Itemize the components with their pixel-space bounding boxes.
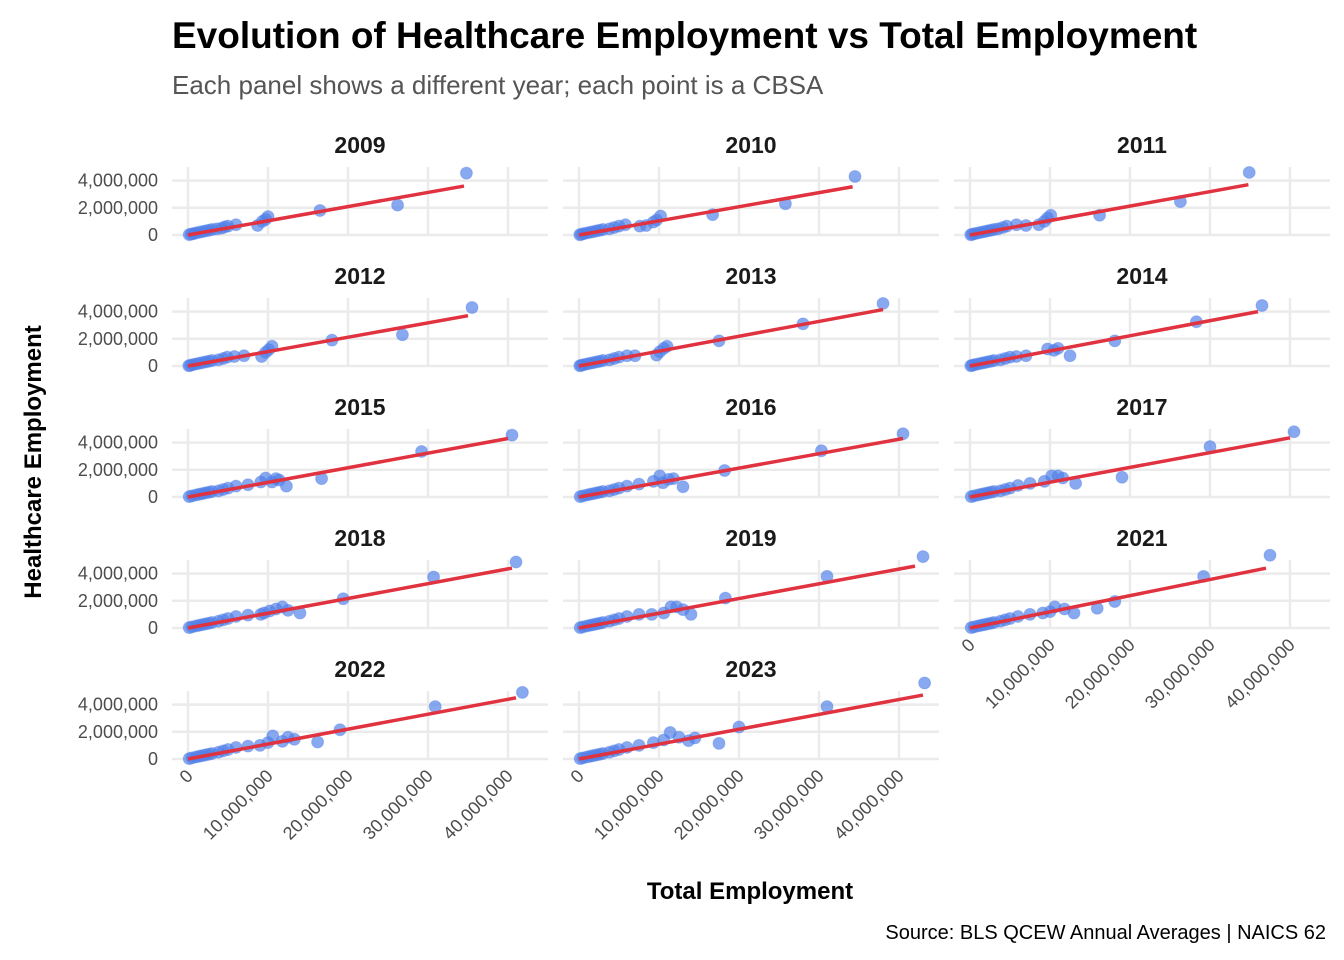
x-tick-label: 20,000,000 <box>279 766 357 844</box>
y-tick-label: 0 <box>148 618 158 638</box>
trend-line <box>187 436 509 499</box>
y-tick-label: 4,000,000 <box>78 564 158 584</box>
y-tick-label: 2,000,000 <box>78 460 158 480</box>
panel-year-label: 2021 <box>1116 525 1167 551</box>
y-tick-label: 2,000,000 <box>78 198 158 218</box>
panel-2012: 2012 0 2,000,000 4,000,000 <box>78 263 548 376</box>
x-tick-label: 40,000,000 <box>439 766 517 844</box>
panel-year-label: 2019 <box>725 525 776 551</box>
trend-line <box>578 184 853 237</box>
trend-line <box>578 693 924 761</box>
x-tick-label: 0 <box>958 635 979 656</box>
cbsa-point <box>1255 298 1269 312</box>
cbsa-point <box>391 198 405 212</box>
x-tick-label: 30,000,000 <box>750 766 828 844</box>
trend-line <box>187 313 469 368</box>
chart-subtitle: Each panel shows a different year; each … <box>172 70 824 100</box>
cbsa-point <box>1242 165 1256 179</box>
trend-line <box>578 436 904 499</box>
y-tick-label: 0 <box>148 356 158 376</box>
panel-2017: 2017 <box>954 394 1330 504</box>
panel-year-label: 2013 <box>725 263 776 289</box>
trend-line <box>187 696 517 761</box>
y-tick-label: 0 <box>148 749 158 769</box>
panel-year-label: 2010 <box>725 132 776 158</box>
y-tick-label: 0 <box>148 225 158 245</box>
x-tick-label: 10,000,000 <box>590 766 668 844</box>
cbsa-point <box>848 170 862 184</box>
trend-line <box>969 566 1267 630</box>
panel-2015: 2015 0 2,000,000 4,000,000 <box>78 394 548 507</box>
x-tick-label: 10,000,000 <box>981 635 1059 713</box>
panels-layer: 2009 0 2,000,000 4,000,000 2010 2011 2012 0 2,00… <box>78 132 1330 844</box>
cbsa-point <box>505 428 519 442</box>
panel-year-label: 2012 <box>334 263 385 289</box>
x-tick-label: 0 <box>567 766 588 787</box>
y-axis-title: Healthcare Employment <box>20 325 47 598</box>
panel-2018: 2018 0 2,000,000 4,000,000 <box>78 525 548 638</box>
y-tick-label: 2,000,000 <box>78 329 158 349</box>
y-tick-label: 4,000,000 <box>78 695 158 715</box>
trend-line <box>969 182 1249 237</box>
panel-year-label: 2009 <box>334 132 385 158</box>
cbsa-point <box>311 735 325 749</box>
y-tick-label: 2,000,000 <box>78 591 158 611</box>
y-tick-label: 0 <box>148 487 158 507</box>
panel-year-label: 2017 <box>1116 394 1167 420</box>
panel-2014: 2014 <box>954 263 1330 373</box>
cbsa-point <box>515 685 529 699</box>
panel-year-label: 2016 <box>725 394 776 420</box>
cbsa-point <box>1263 548 1277 562</box>
cbsa-point <box>916 550 930 564</box>
cbsa-point <box>459 166 473 180</box>
cbsa-point <box>1115 470 1129 484</box>
cbsa-point <box>465 301 479 315</box>
x-tick-label: 40,000,000 <box>1221 635 1299 713</box>
panel-year-label: 2023 <box>725 656 776 682</box>
chart-title: Evolution of Healthcare Employment vs To… <box>172 15 1197 56</box>
chart-caption: Source: BLS QCEW Annual Averages | NAICS… <box>885 922 1326 944</box>
panel-year-label: 2014 <box>1116 263 1167 289</box>
y-tick-label: 2,000,000 <box>78 722 158 742</box>
trend-line <box>969 436 1291 499</box>
panel-2010: 2010 <box>563 132 939 242</box>
cbsa-point <box>509 555 523 569</box>
cbsa-point <box>1287 425 1301 439</box>
panel-2023: 2023 0 10,000,000 20,000,000 30,000,000 40,00… <box>563 656 939 844</box>
x-tick-label: 20,000,000 <box>670 766 748 844</box>
y-tick-label: 4,000,000 <box>78 302 158 322</box>
trend-line <box>187 566 513 630</box>
trend-line <box>969 309 1259 368</box>
y-tick-label: 4,000,000 <box>78 433 158 453</box>
panel-2013: 2013 <box>563 263 939 373</box>
cbsa-point <box>395 328 409 342</box>
panel-2009: 2009 0 2,000,000 4,000,000 <box>78 132 548 245</box>
cbsa-point <box>712 736 726 750</box>
panel-2016: 2016 <box>563 394 939 504</box>
trend-line <box>187 184 465 237</box>
panel-year-label: 2015 <box>334 394 385 420</box>
x-tick-label: 40,000,000 <box>830 766 908 844</box>
x-tick-label: 30,000,000 <box>1141 635 1219 713</box>
trend-line <box>578 307 884 368</box>
x-tick-label: 0 <box>176 766 197 787</box>
panel-2011: 2011 <box>954 132 1330 242</box>
x-tick-label: 30,000,000 <box>359 766 437 844</box>
panel-2021: 2021 0 10,000,000 20,000,000 30,000,000 40,00… <box>954 525 1330 713</box>
y-tick-label: 4,000,000 <box>78 171 158 191</box>
panel-year-label: 2011 <box>1117 132 1167 158</box>
panel-year-label: 2022 <box>334 656 385 682</box>
x-tick-label: 10,000,000 <box>199 766 277 844</box>
x-axis-title: Total Employment <box>647 878 853 905</box>
cbsa-point <box>876 296 890 310</box>
x-tick-label: 20,000,000 <box>1061 635 1139 713</box>
trend-line <box>578 564 916 630</box>
cbsa-point <box>1063 349 1077 363</box>
cbsa-point <box>676 480 690 494</box>
panel-2019: 2019 <box>563 525 939 635</box>
cbsa-point <box>918 676 932 690</box>
panel-year-label: 2018 <box>334 525 385 551</box>
